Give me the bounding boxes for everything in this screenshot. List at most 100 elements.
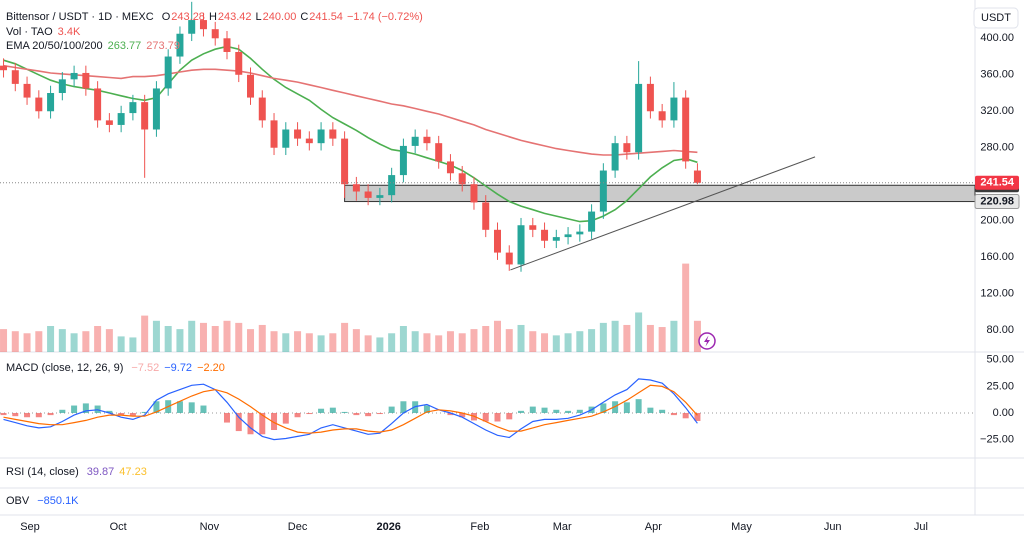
macd-histogram-bar — [447, 412, 454, 416]
trendline — [510, 156, 816, 271]
macd-histogram-bar — [423, 405, 430, 413]
volume-bar — [399, 326, 407, 352]
signal-line — [3, 384, 698, 434]
volume-bar — [282, 333, 290, 352]
volume-bar — [47, 326, 55, 352]
indicator-title: MACD (close, 12, 26, 9) — [6, 362, 123, 374]
candle-body — [470, 184, 478, 203]
volume-label: Vol · TAO — [6, 26, 53, 38]
candle-body — [35, 97, 43, 112]
x-tick-label: Mar — [553, 521, 572, 533]
macd-histogram-bar — [623, 402, 630, 413]
y-tick-label: 80.00 — [986, 324, 1014, 336]
candle-body — [294, 129, 302, 139]
macd-histogram-bar — [541, 407, 548, 413]
candle-body — [70, 72, 78, 80]
indicator-value: 47.23 — [119, 466, 147, 478]
candle-body — [235, 51, 243, 75]
macd-histogram-bar — [223, 412, 230, 423]
candle-body — [141, 102, 149, 130]
marks — [0, 1, 976, 441]
macd-histogram-bar — [365, 412, 372, 417]
candle-body — [11, 70, 19, 84]
macd-histogram-bar — [376, 412, 383, 415]
volume-bar — [646, 324, 654, 352]
volume-bar — [82, 331, 90, 352]
volume-bar — [188, 320, 196, 352]
candle-body — [517, 225, 525, 265]
price-badge-label: 220.98 — [980, 195, 1014, 207]
candle-body — [646, 83, 654, 112]
volume-bar — [152, 320, 160, 352]
candle-body — [94, 88, 102, 121]
volume-bar — [588, 329, 596, 352]
volume-bar — [529, 331, 537, 352]
candle-body — [82, 72, 90, 89]
candle-body — [47, 93, 55, 112]
volume-bar — [493, 320, 501, 352]
indicator-value: −850.1K — [37, 495, 79, 507]
candle-body — [670, 97, 678, 121]
price-badge-label: 241.54 — [980, 177, 1015, 189]
volume-bar — [482, 326, 490, 352]
indicator-value: 39.87 — [87, 466, 115, 478]
currency-button[interactable] — [973, 7, 1019, 29]
volume-bar — [105, 329, 113, 352]
candle-body — [152, 88, 160, 130]
macd-histogram-bar — [12, 412, 19, 417]
volume-bar — [611, 320, 619, 352]
macd-histogram-bar — [35, 412, 42, 418]
macd-histogram-bar — [600, 403, 607, 413]
volume-bar — [35, 331, 43, 352]
candle-body — [623, 143, 631, 153]
volume-bar — [258, 324, 266, 352]
y-tick-label: 400.00 — [980, 32, 1014, 44]
candle-body — [176, 33, 184, 57]
macd-histogram-bar — [282, 412, 289, 424]
candle-body — [493, 229, 501, 253]
macd-histogram-bar — [247, 412, 254, 435]
candle-body — [188, 20, 196, 34]
candle-body — [482, 202, 490, 230]
volume-bar — [176, 329, 184, 352]
macd-tick-label: 0.00 — [993, 407, 1014, 419]
macd-histogram-bar — [694, 412, 701, 421]
candle-body — [588, 211, 596, 232]
macd-histogram-bar — [294, 412, 301, 418]
volume-bar — [305, 333, 313, 352]
volume-bar — [682, 263, 690, 352]
indicator-value: −7.52 — [131, 362, 159, 374]
volume-bar — [164, 326, 172, 352]
volume-bar — [235, 322, 243, 352]
y-tick-label: 360.00 — [980, 69, 1014, 81]
volume-bar — [505, 329, 513, 352]
replay-icon[interactable] — [698, 332, 716, 350]
y-tick-label: 160.00 — [980, 251, 1014, 263]
macd-histogram-bar — [82, 403, 89, 413]
indicator-title: OBV — [6, 495, 30, 507]
volume-bar — [317, 335, 325, 352]
macd-histogram-bar — [670, 412, 677, 416]
macd-histogram-bar — [576, 409, 583, 413]
volume-bar — [294, 331, 302, 352]
ohlc-value: 240.00 — [263, 11, 297, 23]
macd-histogram-bar — [388, 406, 395, 413]
volume-bar — [411, 331, 419, 352]
price-badge — [974, 194, 1020, 210]
macd-histogram-bar — [129, 412, 136, 417]
candle-body — [352, 184, 360, 192]
candle-body — [105, 120, 113, 125]
volume-bar — [517, 324, 525, 352]
candle-body — [399, 145, 407, 176]
indicator-value: −9.72 — [164, 362, 192, 374]
macd-histogram-bar — [306, 412, 313, 415]
ema-value: 273.79 — [146, 40, 180, 52]
x-tick-label: Feb — [470, 521, 489, 533]
volume-bar — [670, 320, 678, 352]
volume-bar — [552, 335, 560, 352]
candle-body — [635, 83, 643, 153]
macd-tick-label: −25.00 — [980, 433, 1014, 445]
candle-body — [282, 129, 290, 148]
